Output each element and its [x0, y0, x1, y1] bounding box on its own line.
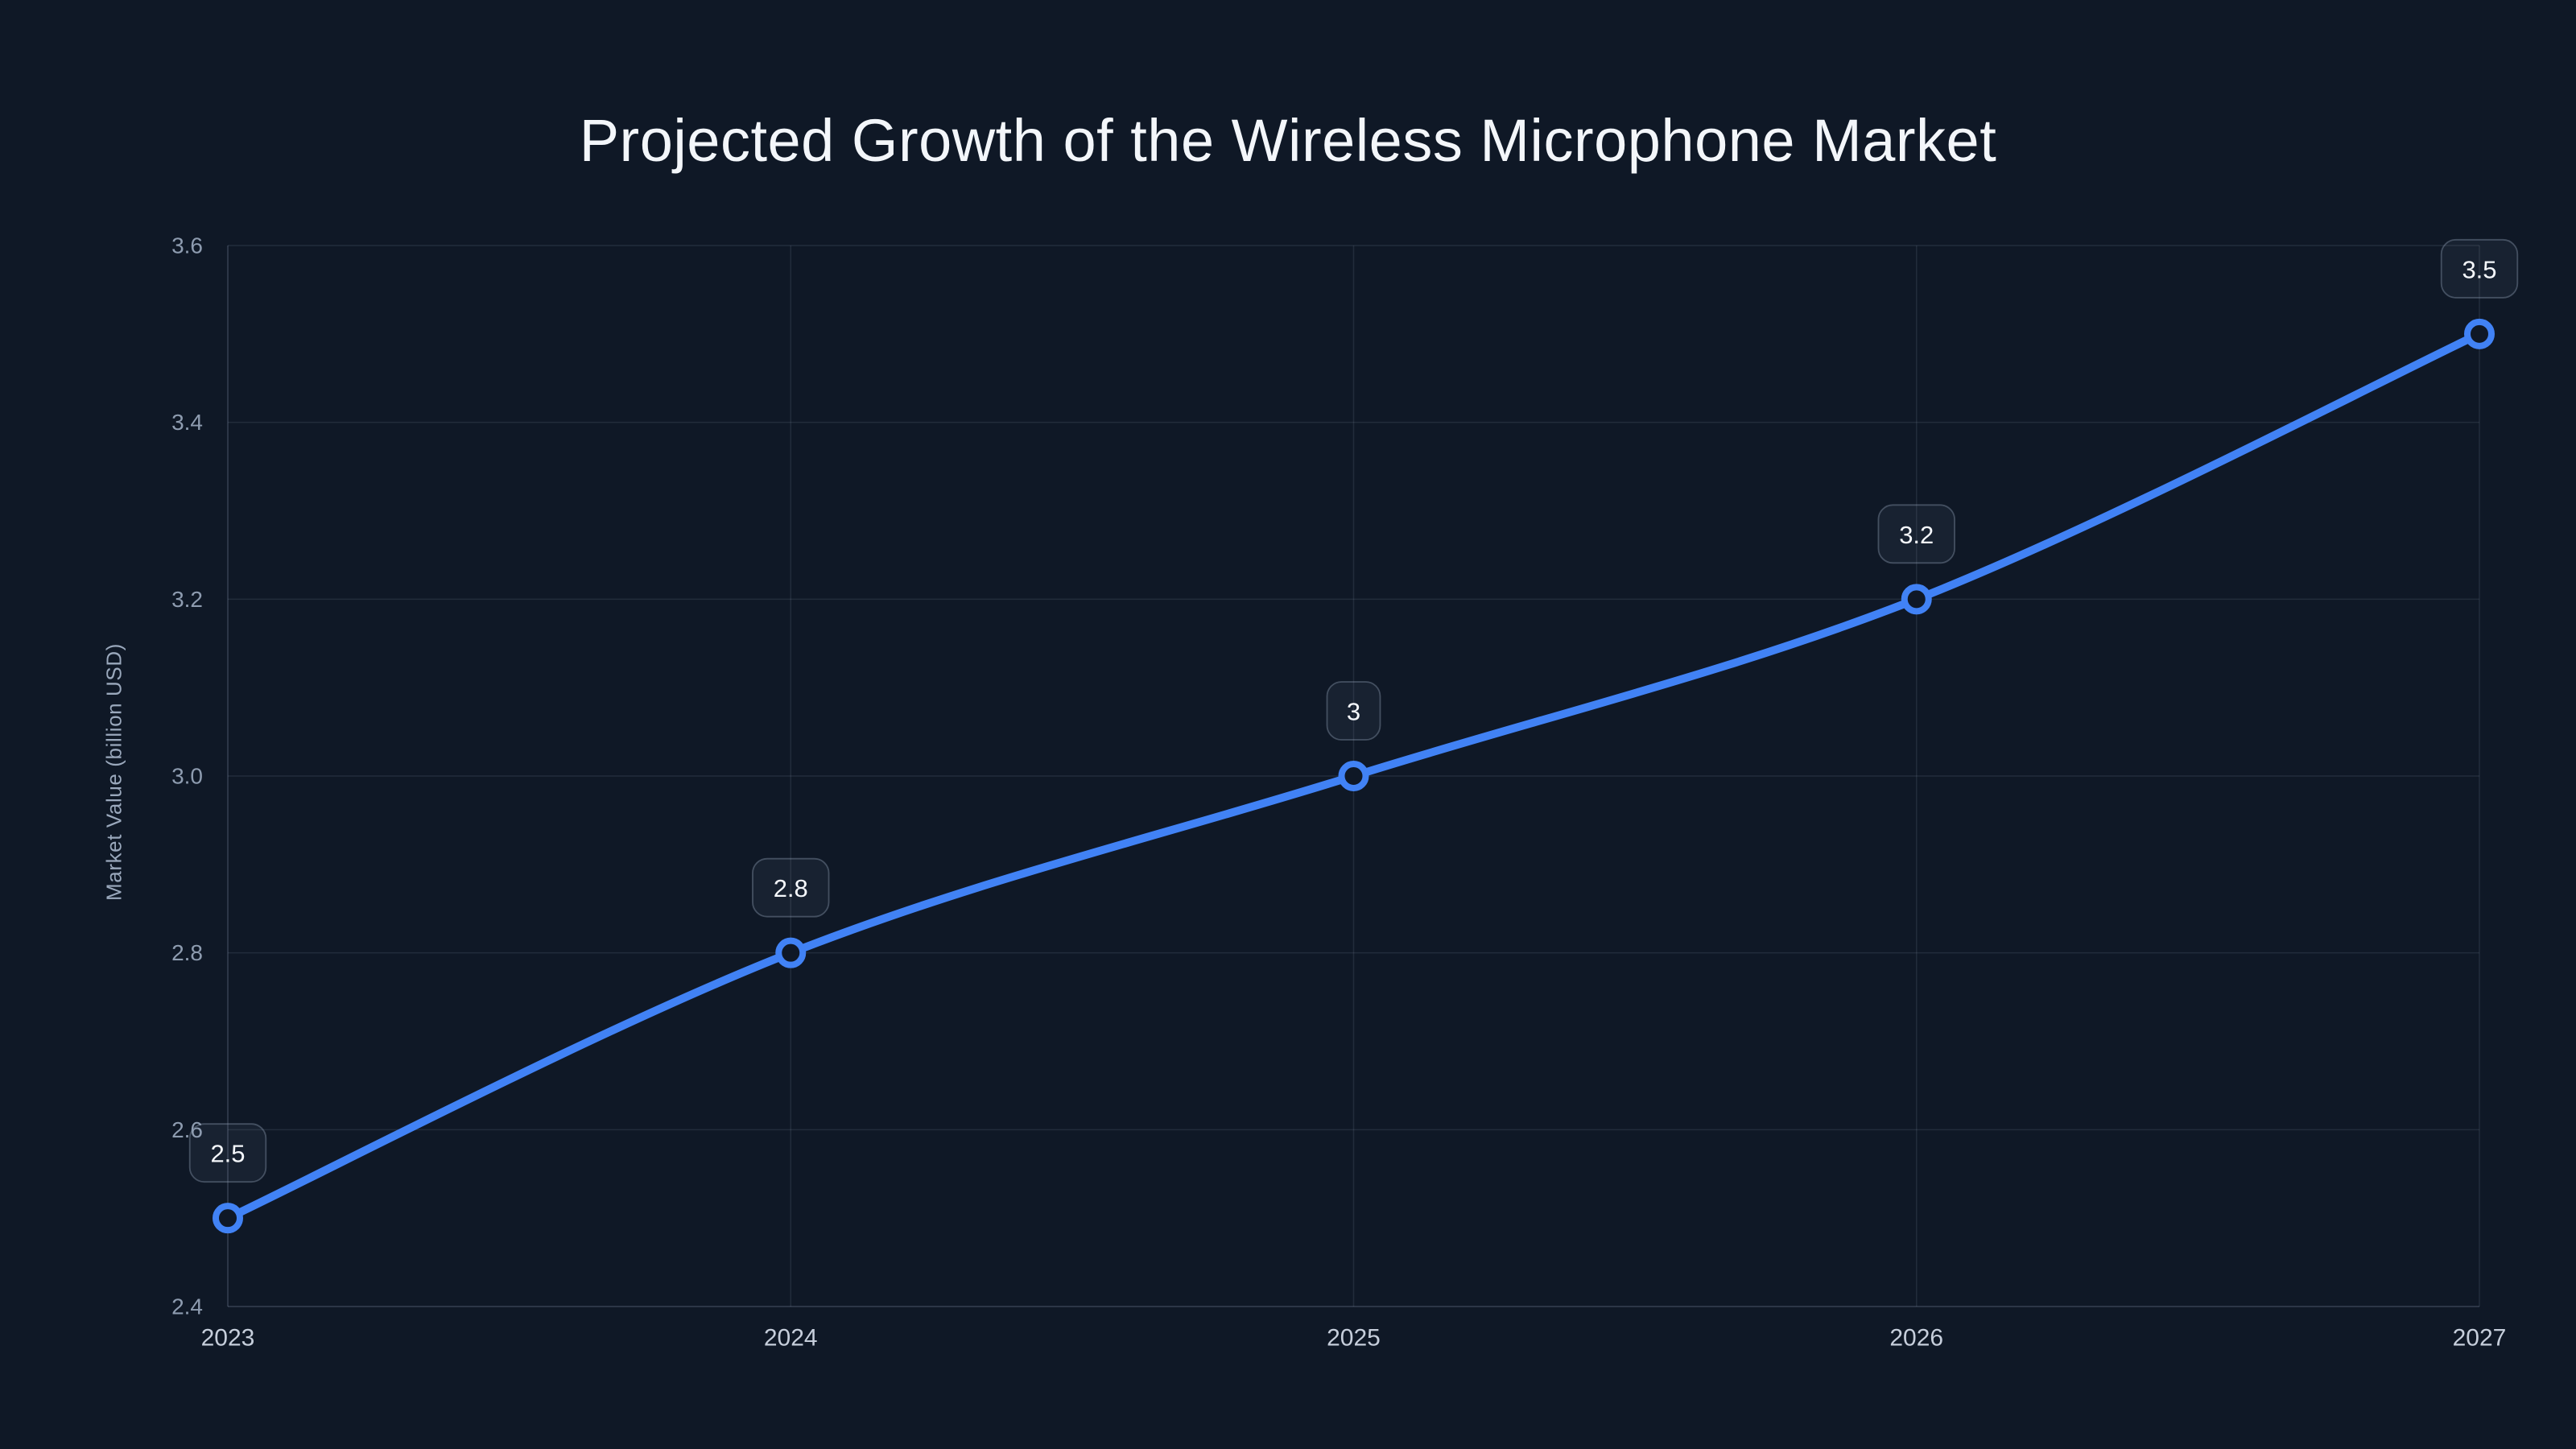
data-label-2025: 3	[1347, 698, 1360, 726]
data-label-box-2024	[752, 857, 830, 918]
x-tick-label-2025: 2025	[1327, 1325, 1381, 1352]
data-label-2027: 3.5	[2462, 255, 2496, 283]
data-point-2024[interactable]	[775, 937, 807, 968]
data-point-2026[interactable]	[1901, 584, 1932, 615]
y-tick-label-2.4: 2.4	[171, 1294, 203, 1319]
data-label-box-2023	[188, 1123, 267, 1183]
y-tick-label-3.0: 3.0	[171, 764, 203, 789]
data-label-box-2027	[2440, 238, 2519, 299]
x-tick-label-2026: 2026	[1889, 1325, 1943, 1352]
x-tick-label-2024: 2024	[764, 1325, 818, 1352]
x-tick-label-2023: 2023	[201, 1325, 255, 1352]
data-label-box-2026	[1877, 504, 1955, 564]
data-label-box-2025	[1326, 681, 1381, 741]
y-tick-label-3.4: 3.4	[171, 410, 203, 435]
data-label-2024: 2.8	[774, 874, 808, 902]
data-point-2025[interactable]	[1338, 761, 1369, 791]
y-tick-label-3.6: 3.6	[171, 233, 203, 258]
chart-title: Projected Growth of the Wireless Microph…	[579, 107, 1997, 174]
data-point-2027[interactable]	[2464, 318, 2495, 349]
data-label-2023: 2.5	[210, 1140, 245, 1168]
y-tick-label-2.8: 2.8	[171, 940, 203, 965]
x-tick-label-2027: 2027	[2453, 1325, 2507, 1352]
y-tick-label-2.6: 2.6	[171, 1117, 203, 1142]
y-tick-label-3.2: 3.2	[171, 587, 203, 612]
data-point-2023[interactable]	[213, 1203, 243, 1234]
data-label-2026: 3.2	[1899, 521, 1934, 549]
